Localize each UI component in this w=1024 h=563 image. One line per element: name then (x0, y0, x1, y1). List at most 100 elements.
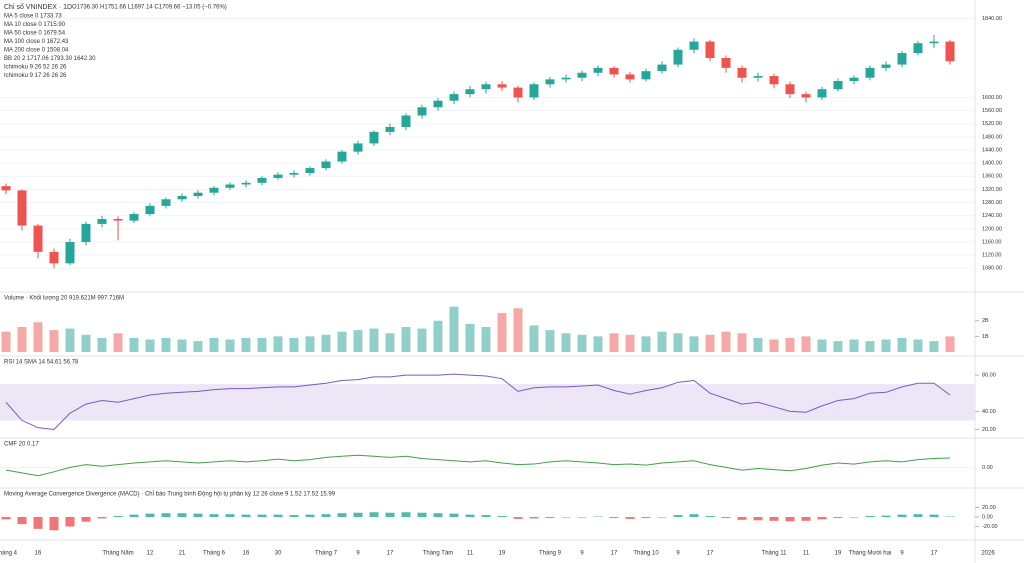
candle-body (705, 41, 715, 58)
y-tick-label: 2B (982, 318, 989, 324)
volume-bar (113, 333, 123, 352)
candle-body (849, 77, 859, 81)
x-tick-label: Tháng 11 (762, 551, 788, 557)
volume-bar (769, 339, 779, 352)
x-tick-label: 21 (179, 551, 186, 557)
macd-bar (625, 517, 635, 519)
candle-body (1, 186, 11, 191)
candle-body (177, 196, 187, 200)
y-tick-label: 1560.00 (982, 108, 1002, 114)
y-tick-label: 40.00 (982, 409, 996, 415)
candle-body (209, 187, 219, 193)
x-tick-label: 9 (356, 551, 360, 557)
volume-bar (209, 337, 219, 352)
x-tick-label: Tháng Mười hai (849, 551, 892, 557)
macd-bar (833, 517, 843, 518)
candle-body (689, 41, 699, 50)
volume-bar (657, 331, 667, 352)
ohlc-text: O1736.30 H1751.66 L1697.14 C1709.66 −13.… (72, 5, 227, 11)
volume-bar (33, 322, 43, 352)
candle-body (865, 67, 875, 78)
macd-bar (145, 513, 155, 517)
macd-bar (225, 514, 235, 517)
macd-bar (561, 517, 571, 518)
legend-entry: MA 10 close 0 1715.90 (4, 22, 66, 28)
volume-bar (257, 337, 267, 352)
candle-body (945, 41, 955, 62)
candle-body (337, 151, 347, 162)
candle-body (817, 89, 827, 98)
candle-body (785, 84, 795, 95)
volume-bar (593, 336, 603, 352)
candle-body (97, 219, 107, 224)
y-tick-label: 1440.00 (982, 147, 1002, 153)
macd-bar (369, 512, 379, 517)
macd-bar (865, 516, 875, 517)
volume-bar (385, 333, 395, 352)
candle-body (833, 81, 843, 90)
y-tick-label: 80.00 (982, 373, 996, 379)
volume-bar (337, 331, 347, 352)
macd-bar (289, 515, 299, 517)
volume-bar (193, 341, 203, 352)
volume-bar (945, 336, 955, 352)
candle-body (369, 131, 379, 144)
x-tick-label: Tháng 7 (315, 551, 338, 557)
volume-bar (1, 331, 11, 352)
macd-bar (1, 517, 11, 520)
pane-title: Moving Average Convergence Divergence (M… (4, 491, 336, 498)
x-tick-label: Tháng 10 (633, 551, 659, 557)
x-tick-label: Tháng 4 (0, 551, 18, 557)
macd-bar (529, 517, 539, 519)
macd-bar (641, 517, 651, 518)
volume-bar (481, 327, 491, 352)
volume-bar (97, 337, 107, 352)
x-tick-label: 16 (35, 551, 42, 557)
macd-bar (305, 514, 315, 517)
volume-bar (65, 328, 75, 352)
y-tick-label: 1280.00 (982, 200, 1002, 206)
legend-entry: MA 100 close 0 1672.43 (4, 39, 69, 45)
x-tick-label: 17 (707, 551, 714, 557)
macd-bar (705, 516, 715, 517)
volume-bar (273, 336, 283, 352)
candle-body (433, 100, 443, 108)
macd-bar (433, 513, 443, 517)
macd-bar (241, 514, 251, 517)
macd-bar (897, 514, 907, 517)
indicator-line (5, 454, 951, 477)
macd-bar (449, 513, 459, 517)
candle-body (529, 84, 539, 98)
legend-entry: BB 20 2 1717.06 1793.30 1642.30 (4, 56, 96, 62)
volume-bar (641, 336, 651, 352)
rsi-band (0, 384, 975, 421)
macd-bar (577, 517, 587, 518)
macd-bar (177, 513, 187, 517)
volume-bar (881, 339, 891, 352)
volume-bar (433, 320, 443, 352)
y-tick-label: 1200.00 (982, 226, 1002, 232)
candle-body (145, 205, 155, 215)
volume-bar (129, 337, 139, 352)
candle-body (417, 107, 427, 116)
x-tick-label: Tháng 9 (539, 551, 562, 557)
candle-body (913, 43, 923, 54)
candle-body (465, 89, 475, 95)
candle-body (801, 94, 811, 98)
candle-body (481, 84, 491, 90)
macd-bar (481, 515, 491, 517)
x-tick-label: 16 (243, 551, 250, 557)
volume-bar (609, 333, 619, 352)
macd-bar (65, 517, 75, 527)
candle-body (513, 87, 523, 98)
x-tick-label: 17 (611, 551, 618, 557)
volume-bar (513, 308, 523, 352)
candle-body (881, 64, 891, 68)
macd-bar (161, 513, 171, 517)
x-tick-label: 11 (467, 551, 474, 557)
x-tick-label: 9 (580, 551, 584, 557)
volume-bar (897, 337, 907, 352)
volume-bar (625, 334, 635, 352)
candle-body (593, 67, 603, 73)
macd-bar (321, 514, 331, 517)
